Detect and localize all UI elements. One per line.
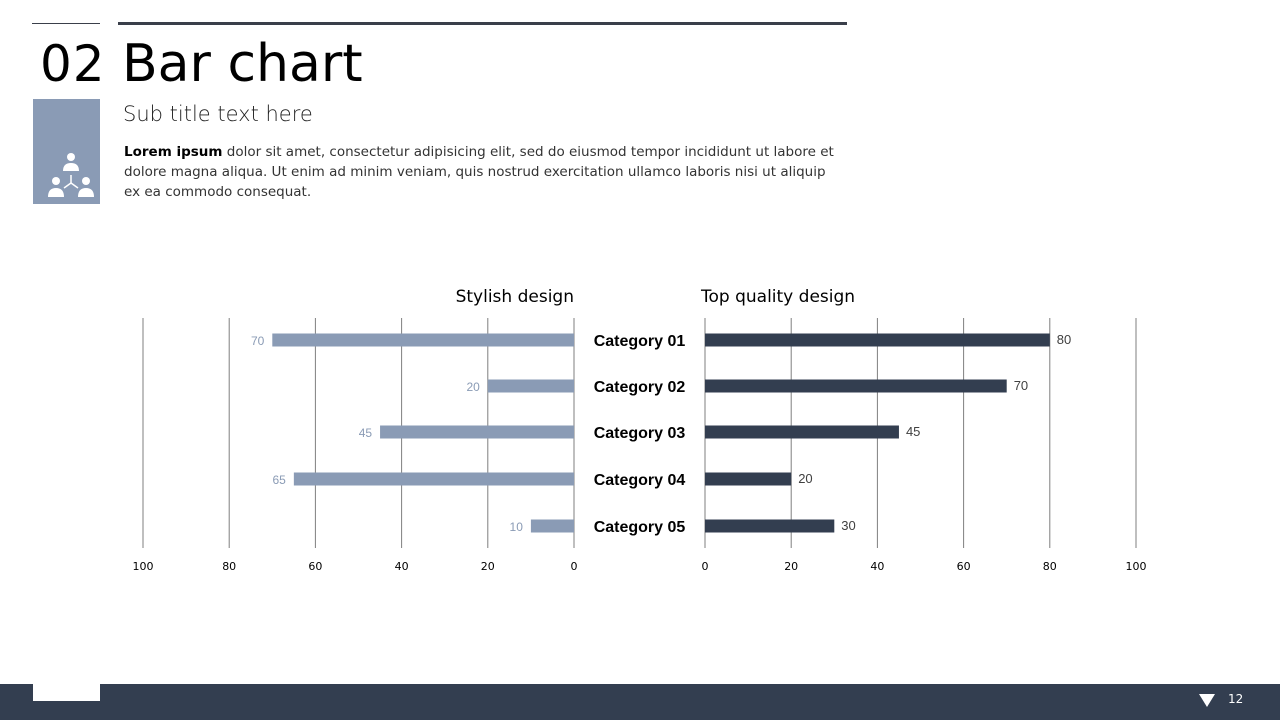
tick-label-left-80: 80 <box>222 560 236 573</box>
footer-tab <box>33 684 100 701</box>
category-label-4: Category 04 <box>594 472 686 489</box>
bar-left-4 <box>293 472 574 486</box>
data-label-left-4: 65 <box>272 473 286 487</box>
triangle-down-icon <box>1199 694 1215 707</box>
category-label-3: Category 03 <box>594 425 686 442</box>
section-number: 02 <box>40 35 106 93</box>
category-label-2: Category 02 <box>594 379 686 396</box>
team-hierarchy-icon <box>48 153 94 197</box>
page-number: 12 <box>1228 692 1244 706</box>
subtitle: Sub title text here <box>123 102 313 126</box>
body-text-rest: dolor sit amet, consectetur adipisicing … <box>124 144 834 200</box>
bar-left-3 <box>380 425 574 439</box>
data-label-right-3: 45 <box>906 424 920 439</box>
data-label-left-2: 20 <box>466 380 480 394</box>
bar-right-2 <box>705 379 1007 393</box>
bar-right-3 <box>705 425 899 439</box>
tick-label-left-40: 40 <box>395 560 409 573</box>
tick-label-right-100: 100 <box>1126 560 1147 573</box>
tick-label-left-100: 100 <box>133 560 154 573</box>
bar-right-4 <box>705 472 792 486</box>
header-rule-short <box>32 23 100 24</box>
tick-label-right-0: 0 <box>702 560 709 573</box>
body-text: Lorem ipsum dolor sit amet, consectetur … <box>124 142 836 202</box>
category-label-5: Category 05 <box>594 519 686 536</box>
tick-label-left-20: 20 <box>481 560 495 573</box>
data-label-left-3: 45 <box>359 426 373 440</box>
header-rule-long <box>118 22 847 25</box>
body-text-bold: Lorem ipsum <box>124 144 223 160</box>
tick-label-left-0: 0 <box>571 560 578 573</box>
category-label-1: Category 01 <box>594 333 686 350</box>
data-label-right-4: 20 <box>798 471 812 486</box>
tick-label-right-80: 80 <box>1043 560 1057 573</box>
butterfly-bar-chart: 0 0 20 20 40 40 60 60 80 80 100 100 Stylish design To… <box>133 287 1147 573</box>
bar-left-2 <box>487 379 574 393</box>
bar-right-5 <box>705 519 835 533</box>
data-label-left-1: 70 <box>251 334 265 348</box>
tick-label-right-60: 60 <box>957 560 971 573</box>
icon-box <box>33 99 100 204</box>
tick-label-left-60: 60 <box>308 560 322 573</box>
bar-left-1 <box>272 333 574 347</box>
series-title-right: Top quality design <box>700 287 855 307</box>
data-label-right-2: 70 <box>1014 378 1028 393</box>
bar-right-1 <box>705 333 1050 347</box>
page-title: Bar chart <box>122 34 363 94</box>
data-label-right-5: 30 <box>841 518 855 533</box>
bar-left-5 <box>530 519 574 533</box>
footer-bar <box>0 684 1280 720</box>
series-title-left: Stylish design <box>456 287 574 307</box>
tick-label-right-40: 40 <box>870 560 884 573</box>
tick-label-right-20: 20 <box>784 560 798 573</box>
data-label-right-1: 80 <box>1057 332 1071 347</box>
data-label-left-5: 10 <box>510 520 524 534</box>
